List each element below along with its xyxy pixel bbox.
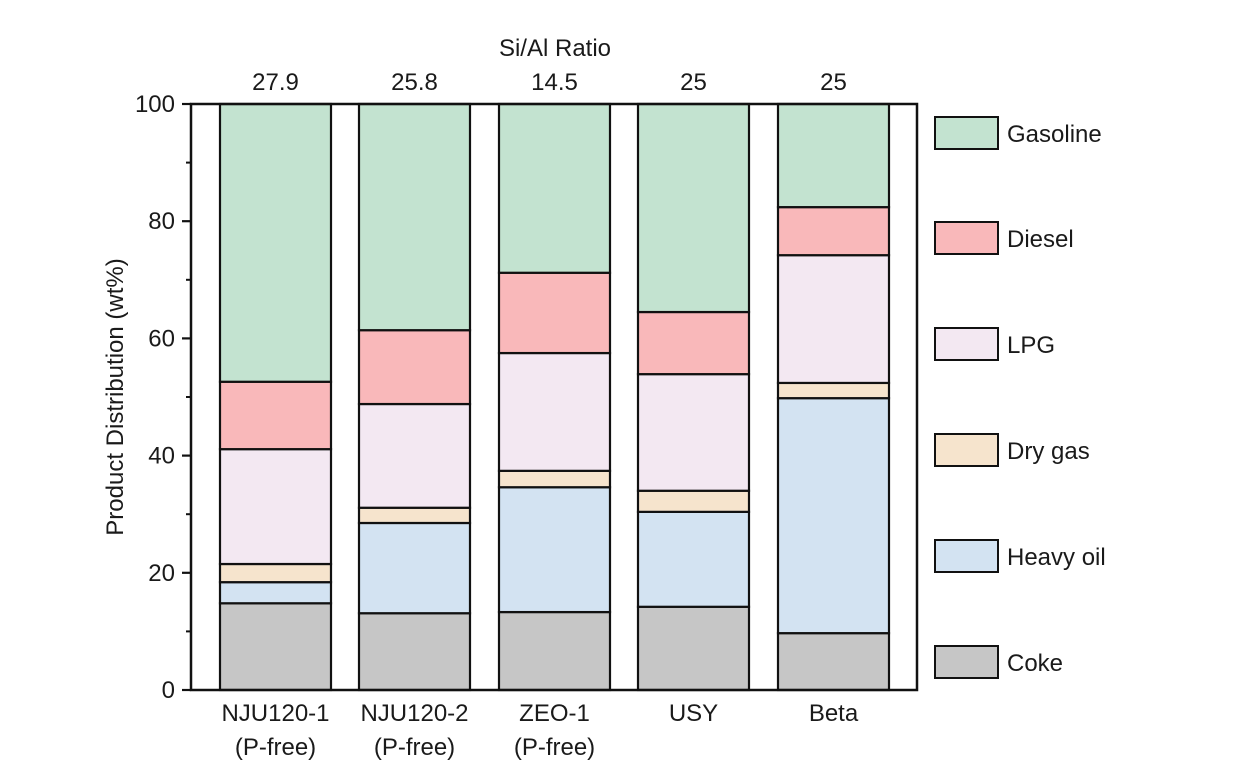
legend: Gasoline Diesel LPG Dry gas Heavy oil Coke [934,116,1106,679]
x-category-label: (P-free) [235,734,316,761]
si-al-ratio-label: 25 [820,69,847,96]
bar-segment-dry-gas [776,381,891,400]
legend-swatch [934,433,999,467]
si-al-ratio-label: 25.8 [391,69,438,96]
y-tick-label: 20 [148,560,175,587]
si-al-ratio-label: 25 [680,69,707,96]
legend-item: Heavy oil [934,539,1106,573]
bar-segment-dry-gas [357,506,472,525]
legend-label: Coke [1007,650,1063,677]
bar-stack-1 [357,102,472,692]
bar-segment-coke [357,612,472,692]
legend-swatch [934,539,999,573]
bar-segment-dry-gas [497,469,612,489]
bar-segment-lpg [218,448,333,566]
x-axis-labels: NJU120-1 (P-free) NJU120-2 (P-free) ZEO-1 (P-… [221,700,858,761]
y-tick-label: 80 [148,208,175,235]
legend-item: Diesel [934,221,1074,255]
y-tick-label: 60 [148,325,175,352]
bar-segment-gasoline [497,102,612,274]
y-tick-label: 100 [135,91,175,118]
bar-segment-diesel [357,329,472,406]
bar-segment-diesel [218,380,333,451]
bar-stack-2 [497,102,612,692]
bar-segment-gasoline [776,102,891,209]
bar-segment-diesel [776,206,891,257]
bar-segment-heavy-oil [497,486,612,614]
bar-segment-diesel [636,310,751,376]
top-axis-title: Si/Al Ratio [499,35,611,62]
legend-item: Coke [934,645,1063,679]
bars-group [218,102,891,692]
bar-stack-0 [218,102,333,692]
bar-segment-coke [636,605,751,692]
bar-segment-coke [218,602,333,692]
bar-segment-heavy-oil [636,510,751,608]
si-al-ratio-label: 27.9 [252,69,299,96]
legend-item: Gasoline [934,116,1102,150]
y-tick-label: 40 [148,443,175,470]
y-tick-label: 0 [162,677,175,704]
legend-swatch [934,221,999,255]
legend-label: Gasoline [1007,121,1102,148]
bar-segment-diesel [497,271,612,355]
bar-segment-lpg [776,254,891,385]
y-axis: 0 20 40 60 80 100 [135,91,191,704]
legend-label: Diesel [1007,226,1074,253]
legend-item: Dry gas [934,433,1090,467]
bar-segment-heavy-oil [776,397,891,635]
bar-segment-coke [497,610,612,692]
bar-segment-dry-gas [218,562,333,584]
si-al-ratio-label: 14.5 [531,69,578,96]
bar-segment-gasoline [218,102,333,383]
x-category-label: (P-free) [374,734,455,761]
y-axis-title: Product Distribution (wt%) [102,258,129,535]
x-category-label: NJU120-1 [221,700,329,727]
bar-segment-lpg [497,351,612,472]
bar-segment-coke [776,632,891,692]
bar-segment-lpg [357,402,472,509]
bar-segment-heavy-oil [218,581,333,605]
bar-segment-gasoline [357,102,472,332]
x-category-label: USY [669,700,718,727]
legend-item: LPG [934,327,1055,361]
legend-label: LPG [1007,332,1055,359]
bar-segment-heavy-oil [357,521,472,615]
legend-label: Dry gas [1007,438,1090,465]
legend-swatch [934,327,999,361]
top-axis-labels: 27.9 25.8 14.5 25 25 [252,69,847,96]
x-category-label: NJU120-2 [360,700,468,727]
bar-stack-3 [636,102,751,692]
x-category-label: Beta [809,700,859,727]
bar-segment-dry-gas [636,489,751,513]
bar-stack-4 [776,102,891,692]
x-category-label: (P-free) [514,734,595,761]
bar-segment-lpg [636,373,751,492]
legend-swatch [934,645,999,679]
legend-swatch [934,116,999,150]
legend-label: Heavy oil [1007,544,1106,571]
x-category-label: ZEO-1 [519,700,590,727]
bar-segment-gasoline [636,102,751,314]
